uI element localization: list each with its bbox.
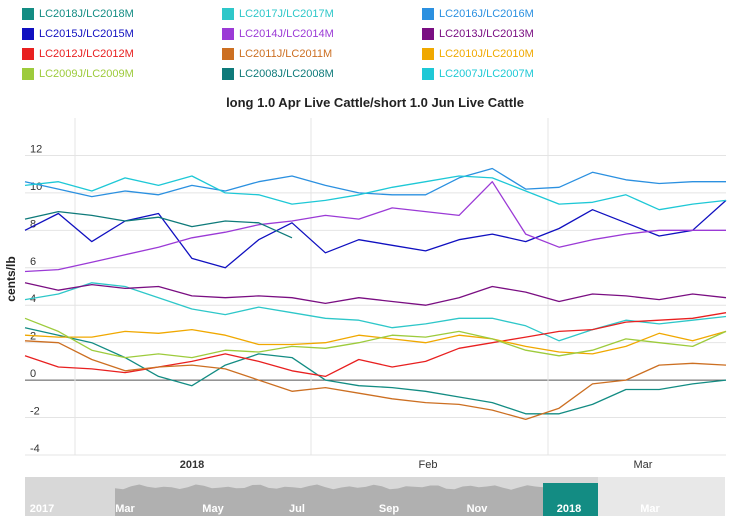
- series-lc2012j-lc2012m[interactable]: [24, 312, 727, 378]
- series-lc2007j-lc2007m[interactable]: [24, 175, 727, 211]
- legend-item-lc2010j-lc2010m[interactable]: LC2010J/LC2010M: [422, 46, 534, 62]
- legend-item-lc2009j-lc2009m[interactable]: LC2009J/LC2009M: [22, 66, 134, 82]
- legend-item-lc2012j-lc2012m[interactable]: LC2012J/LC2012M: [22, 46, 134, 62]
- navigator-label: Mar: [640, 503, 660, 515]
- x-tick-label: Feb: [419, 459, 438, 471]
- legend-item-lc2017j-lc2017m[interactable]: LC2017J/LC2017M: [222, 6, 334, 22]
- legend-label: LC2009J/LC2009M: [39, 68, 134, 80]
- legend-item-lc2016j-lc2016m[interactable]: LC2016J/LC2016M: [422, 6, 534, 22]
- x-tick-label: Mar: [634, 459, 653, 471]
- legend-label: LC2015J/LC2015M: [39, 28, 134, 40]
- navigator-selection[interactable]: [543, 483, 598, 516]
- y-tick-label: 4: [30, 293, 36, 305]
- x-tick-label: 2018: [180, 459, 204, 471]
- y-tick-label: 8: [30, 218, 36, 230]
- legend-label: LC2013J/LC2013M: [439, 28, 534, 40]
- legend-item-lc2014j-lc2014m[interactable]: LC2014J/LC2014M: [222, 26, 334, 42]
- legend-label: LC2011J/LC2011M: [239, 48, 333, 60]
- series-lc2016j-lc2016m[interactable]: [24, 167, 726, 198]
- y-tick-label: 0: [30, 368, 36, 380]
- legend-swatch: [422, 48, 434, 60]
- legend-item-lc2011j-lc2011m[interactable]: LC2011J/LC2011M: [222, 46, 332, 62]
- legend-swatch: [422, 68, 434, 80]
- series-lc2009j-lc2009m[interactable]: [24, 317, 727, 359]
- legend-item-lc2007j-lc2007m[interactable]: LC2007J/LC2007M: [422, 66, 534, 82]
- legend-label: LC2010J/LC2010M: [439, 48, 534, 60]
- legend-label: LC2007J/LC2007M: [439, 68, 534, 80]
- series-lc2013j-lc2013m[interactable]: [24, 282, 727, 306]
- y-tick-label: 12: [30, 143, 42, 155]
- chart-legend: LC2018J/LC2018M LC2017J/LC2017M LC2016J/LC…: [0, 0, 750, 90]
- navigator-label: 2017: [30, 503, 54, 515]
- navigator-label: Mar: [115, 503, 135, 515]
- legend-label: LC2014J/LC2014M: [239, 28, 334, 40]
- series-lc2018j-lc2018m[interactable]: [24, 327, 727, 415]
- legend-swatch: [22, 48, 34, 60]
- legend-swatch: [22, 28, 34, 40]
- series-lc2010j-lc2010m[interactable]: [24, 328, 727, 355]
- legend-label: LC2008J/LC2008M: [239, 68, 334, 80]
- legend-label: LC2018J/LC2018M: [39, 8, 134, 20]
- grid: [25, 118, 726, 456]
- legend-swatch: [222, 28, 234, 40]
- y-tick-label: -4: [30, 443, 40, 455]
- time-navigator[interactable]: 2017 Mar May Jul Sep Nov 2018 Mar: [25, 477, 725, 516]
- legend-item-lc2018j-lc2018m[interactable]: LC2018J/LC2018M: [22, 6, 134, 22]
- series-lc2017j-lc2017m[interactable]: [24, 282, 727, 342]
- legend-swatch: [222, 8, 234, 20]
- navigator-label: Nov: [467, 503, 489, 515]
- series-lc2015j-lc2015m[interactable]: [24, 199, 727, 269]
- y-tick-label: 6: [30, 256, 36, 268]
- legend-item-lc2008j-lc2008m[interactable]: LC2008J/LC2008M: [222, 66, 334, 82]
- legend-label: LC2017J/LC2017M: [239, 8, 334, 20]
- legend-swatch: [222, 68, 234, 80]
- x-axis-ticks: 2018 Feb Mar: [180, 459, 653, 471]
- y-tick-label: -2: [30, 406, 40, 418]
- chart-title: long 1.0 Apr Live Cattle/short 1.0 Jun L…: [226, 95, 524, 110]
- series-layer: [24, 167, 727, 421]
- navigator-series: [115, 484, 600, 516]
- legend-swatch: [222, 48, 234, 60]
- legend-label: LC2012J/LC2012M: [39, 48, 134, 60]
- y-tick-label: 2: [30, 331, 36, 343]
- legend-item-lc2013j-lc2013m[interactable]: LC2013J/LC2013M: [422, 26, 534, 42]
- series-lc2014j-lc2014m[interactable]: [24, 181, 726, 273]
- navigator-label: Sep: [379, 503, 399, 515]
- navigator-mask: [598, 477, 725, 516]
- series-lc2011j-lc2011m[interactable]: [24, 340, 727, 421]
- legend-item-lc2015j-lc2015m[interactable]: LC2015J/LC2015M: [22, 26, 134, 42]
- legend-swatch: [22, 8, 34, 20]
- navigator-label: Jul: [289, 503, 305, 515]
- navigator-label: 2018: [557, 503, 581, 515]
- legend-swatch: [422, 28, 434, 40]
- legend-swatch: [22, 68, 34, 80]
- legend-swatch: [422, 8, 434, 20]
- series-lc2008j-lc2008m[interactable]: [24, 210, 293, 239]
- navigator-label: May: [202, 503, 224, 515]
- legend-label: LC2016J/LC2016M: [439, 8, 534, 20]
